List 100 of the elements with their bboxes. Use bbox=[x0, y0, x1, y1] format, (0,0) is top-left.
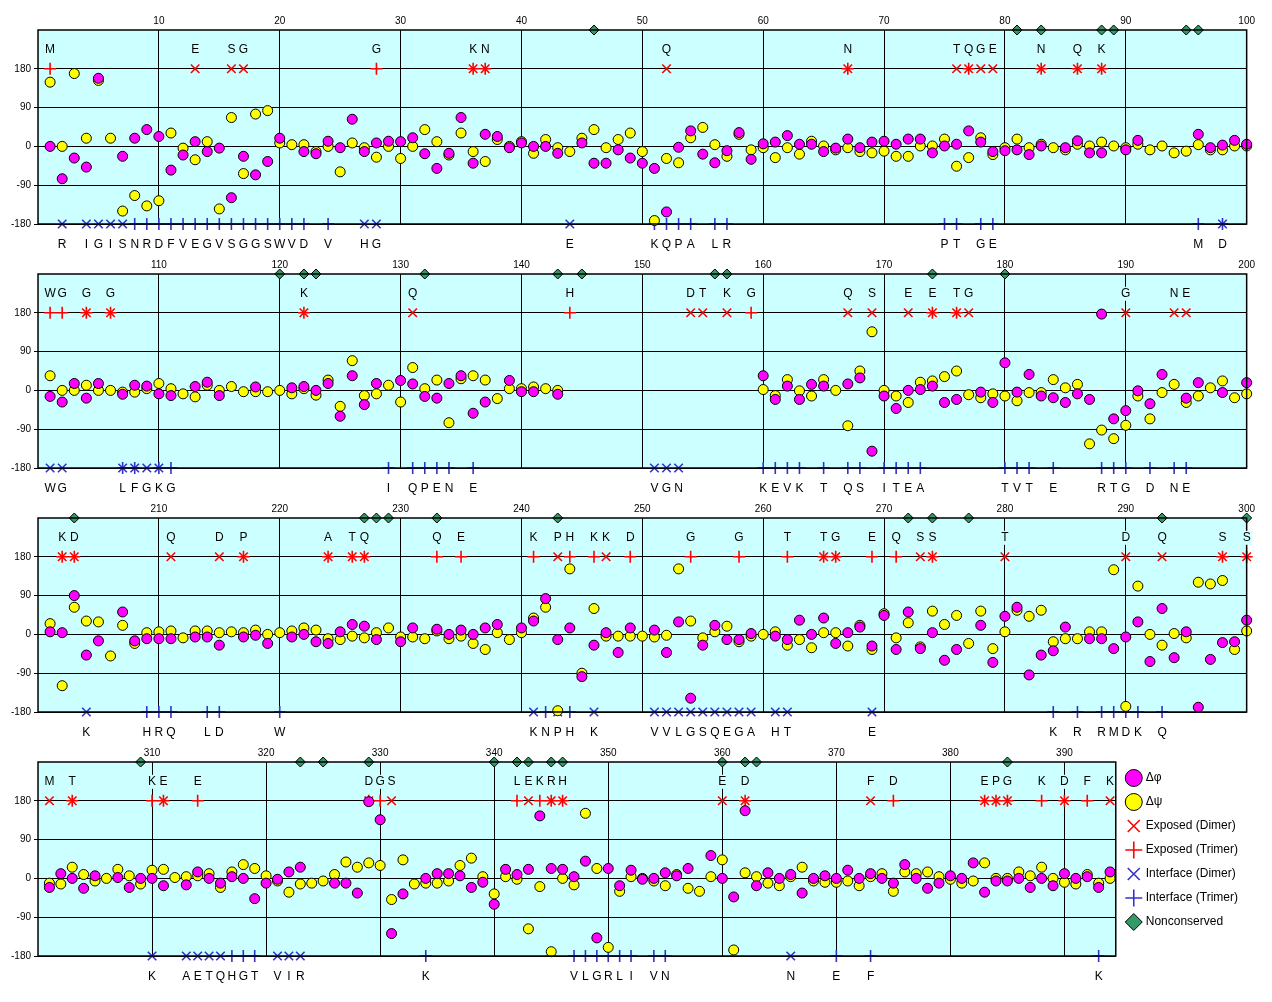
annotation: G bbox=[81, 286, 92, 301]
annotation: E bbox=[432, 481, 441, 496]
annotation: G bbox=[250, 237, 261, 252]
annotation: G bbox=[964, 286, 974, 301]
annotation: K bbox=[529, 530, 538, 545]
annotation: H bbox=[770, 725, 780, 740]
annotation: R bbox=[57, 237, 67, 252]
annotation: S bbox=[698, 725, 707, 740]
legend-label: Interface (Trimer) bbox=[1145, 890, 1238, 905]
annotation: R bbox=[154, 725, 164, 740]
annotation: D bbox=[214, 725, 224, 740]
annotation: K bbox=[589, 530, 598, 545]
x-tick-label: 290 bbox=[1117, 502, 1135, 514]
annotation: Q bbox=[843, 481, 853, 496]
x-tick-label: 250 bbox=[633, 502, 652, 514]
annotation: G bbox=[238, 969, 248, 984]
annotation: G bbox=[976, 237, 986, 252]
annotation: I bbox=[386, 481, 391, 496]
annotation: K bbox=[1094, 969, 1103, 984]
annotation: D bbox=[1121, 530, 1131, 545]
x-tick-label: 370 bbox=[828, 746, 846, 758]
annotation: F bbox=[131, 481, 139, 496]
annotation: T bbox=[699, 286, 708, 301]
y-tick-label: 0 bbox=[25, 384, 32, 396]
annotation: G bbox=[375, 774, 385, 789]
annotation: Q bbox=[661, 42, 672, 57]
annotation: N bbox=[1169, 286, 1179, 301]
annotation: R bbox=[295, 969, 305, 984]
annotation: H bbox=[227, 969, 237, 984]
annotation: Q bbox=[843, 286, 853, 301]
x-tick-label: 270 bbox=[875, 502, 893, 514]
x-tick-label: 220 bbox=[271, 502, 289, 514]
annotation: K bbox=[421, 969, 430, 984]
y-tick-label: -180 bbox=[11, 461, 32, 473]
y-tick-label: 0 bbox=[25, 628, 32, 640]
annotation: A bbox=[686, 237, 695, 252]
annotation: S bbox=[118, 237, 127, 252]
annotation: Q bbox=[891, 530, 901, 545]
annotation: L bbox=[616, 969, 624, 984]
annotation: R bbox=[142, 237, 152, 252]
legend-label: Nonconserved bbox=[1145, 914, 1224, 929]
annotation: K bbox=[589, 725, 598, 740]
annotation: S bbox=[928, 530, 937, 545]
x-tick-label: 320 bbox=[257, 746, 275, 758]
annotation: K bbox=[650, 237, 659, 252]
annotation: S bbox=[227, 42, 236, 57]
x-tick-label: 140 bbox=[513, 258, 531, 270]
annotation: K bbox=[1097, 42, 1106, 57]
x-tick-label: 30 bbox=[395, 14, 407, 26]
annotation: T bbox=[952, 286, 961, 301]
annotation: K bbox=[535, 774, 544, 789]
annotation: V bbox=[287, 237, 296, 252]
x-tick-label: 150 bbox=[633, 258, 652, 270]
annotation: G bbox=[1121, 481, 1131, 496]
annotation: P bbox=[553, 725, 562, 740]
annotation: L bbox=[675, 725, 683, 740]
annotation: D bbox=[625, 530, 635, 545]
x-tick-label: 230 bbox=[392, 502, 410, 514]
annotation: D bbox=[1121, 725, 1131, 740]
annotation: E bbox=[193, 774, 202, 789]
annotation: M bbox=[1108, 725, 1119, 740]
annotation: S bbox=[227, 237, 236, 252]
annotation: I bbox=[882, 481, 886, 496]
annotation: D bbox=[1145, 481, 1155, 496]
annotation: M bbox=[44, 774, 55, 789]
annotation: P bbox=[420, 481, 429, 496]
x-tick-label: 50 bbox=[636, 14, 649, 26]
x-tick-label: 310 bbox=[143, 746, 161, 758]
annotation: D bbox=[686, 286, 696, 301]
annotation: V bbox=[273, 969, 282, 984]
annotation: L bbox=[203, 725, 211, 740]
x-tick-label: 40 bbox=[515, 14, 528, 26]
annotation: P bbox=[239, 530, 248, 545]
annotation: T bbox=[1001, 530, 1010, 545]
annotation: R bbox=[1097, 725, 1107, 740]
legend-label: Exposed (Dimer) bbox=[1145, 818, 1236, 833]
annotation: E bbox=[457, 530, 466, 545]
x-tick-label: 130 bbox=[392, 258, 410, 270]
annotation: N bbox=[843, 42, 853, 57]
annotation: F bbox=[167, 237, 175, 252]
annotation: G bbox=[831, 530, 841, 545]
annotation: S bbox=[867, 286, 876, 301]
annotation: K bbox=[469, 42, 478, 57]
annotation: G bbox=[734, 725, 744, 740]
legend-label: Interface (Dimer) bbox=[1145, 866, 1236, 881]
y-tick-label: 90 bbox=[19, 589, 32, 601]
annotation: F bbox=[866, 969, 875, 984]
x-tick-label: 300 bbox=[1238, 502, 1256, 514]
annotation: T bbox=[68, 774, 77, 789]
y-tick-label: -90 bbox=[16, 422, 32, 434]
annotation: K bbox=[759, 481, 768, 496]
y-tick-label: -90 bbox=[16, 666, 32, 678]
annotation: S bbox=[1218, 530, 1227, 545]
annotation: Q bbox=[710, 725, 720, 740]
annotation: T bbox=[952, 42, 961, 57]
x-tick-label: 80 bbox=[999, 14, 1011, 26]
annotation: E bbox=[928, 286, 937, 301]
x-tick-label: 360 bbox=[713, 746, 732, 758]
annotation: E bbox=[469, 481, 478, 496]
annotation: N bbox=[1169, 481, 1179, 496]
